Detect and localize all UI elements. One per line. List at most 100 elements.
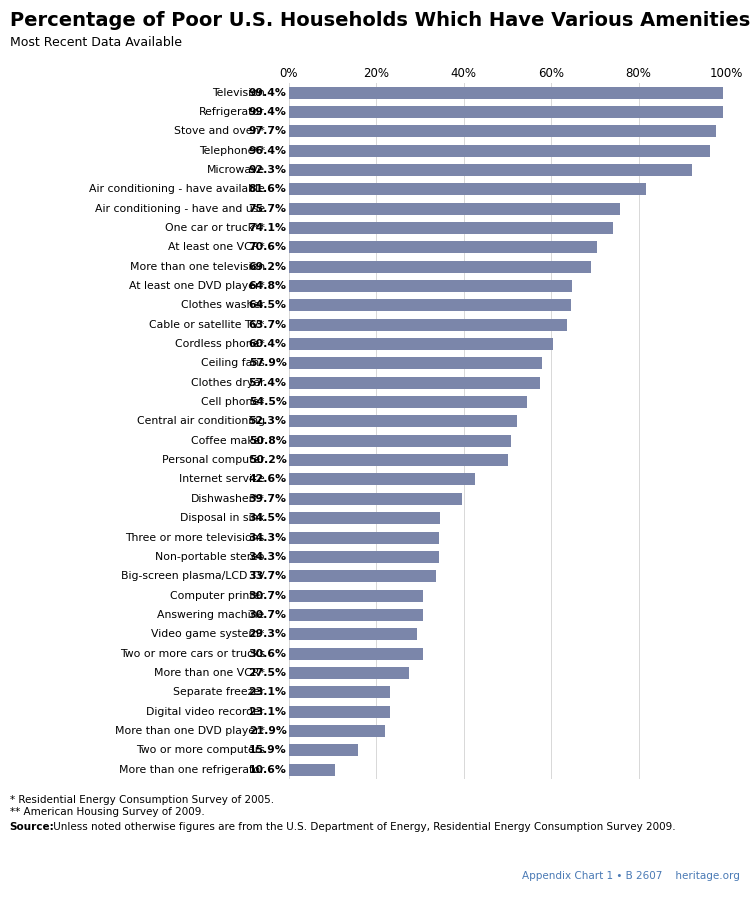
- Text: Source:: Source:: [10, 822, 55, 832]
- Text: 81.6%: 81.6%: [249, 185, 286, 195]
- Text: More than one DVD player*: More than one DVD player*: [115, 726, 265, 736]
- Text: Most Recent Data Available: Most Recent Data Available: [10, 36, 182, 49]
- Bar: [289, 609, 423, 621]
- Text: Television: Television: [212, 87, 265, 97]
- Bar: [289, 570, 436, 582]
- Text: 21.9%: 21.9%: [249, 726, 286, 736]
- Bar: [289, 222, 613, 234]
- Bar: [289, 299, 571, 312]
- Text: 57.9%: 57.9%: [249, 359, 286, 369]
- Text: 30.6%: 30.6%: [248, 649, 286, 659]
- Text: 60.4%: 60.4%: [248, 339, 286, 349]
- Text: Clothes dryer: Clothes dryer: [191, 378, 265, 387]
- Text: Central air conditioning: Central air conditioning: [136, 416, 265, 426]
- Text: More than one refrigerator: More than one refrigerator: [119, 765, 265, 775]
- Bar: [289, 415, 518, 427]
- Text: 52.3%: 52.3%: [248, 416, 286, 426]
- Text: 64.8%: 64.8%: [248, 281, 286, 291]
- Text: 34.3%: 34.3%: [248, 532, 286, 542]
- Text: Refrigerator: Refrigerator: [199, 107, 265, 117]
- Text: 30.7%: 30.7%: [248, 610, 286, 620]
- Text: 23.1%: 23.1%: [248, 706, 286, 716]
- Text: 50.8%: 50.8%: [249, 436, 286, 446]
- Text: 75.7%: 75.7%: [248, 204, 286, 214]
- Text: Computer printer: Computer printer: [170, 590, 265, 601]
- Text: 50.2%: 50.2%: [249, 455, 286, 465]
- Bar: [289, 435, 511, 447]
- Text: Internet service: Internet service: [179, 475, 265, 485]
- Text: 27.5%: 27.5%: [248, 668, 286, 678]
- Text: Coffee maker: Coffee maker: [191, 436, 265, 446]
- Bar: [289, 493, 462, 505]
- Text: 70.6%: 70.6%: [248, 242, 286, 252]
- Text: 34.5%: 34.5%: [248, 514, 286, 523]
- Text: Air conditioning - have available: Air conditioning - have available: [88, 185, 265, 195]
- Bar: [289, 589, 423, 602]
- Bar: [289, 551, 439, 563]
- Text: 64.5%: 64.5%: [248, 300, 286, 310]
- Text: 29.3%: 29.3%: [248, 629, 286, 640]
- Text: Ceiling fans: Ceiling fans: [201, 359, 265, 369]
- Text: Appendix Chart 1 • B 2607    heritage.org: Appendix Chart 1 • B 2607 heritage.org: [522, 871, 740, 881]
- Text: 15.9%: 15.9%: [249, 745, 286, 755]
- Bar: [289, 725, 385, 737]
- Bar: [289, 764, 335, 776]
- Bar: [289, 86, 724, 98]
- Text: Telephone**: Telephone**: [199, 146, 265, 156]
- Text: Answering machine: Answering machine: [158, 610, 265, 620]
- Text: Big-screen plasma/LCD TV: Big-screen plasma/LCD TV: [121, 571, 265, 581]
- Text: One car or truck**: One car or truck**: [165, 223, 265, 233]
- Text: Video game system*: Video game system*: [152, 629, 265, 640]
- Bar: [289, 474, 475, 486]
- Bar: [289, 280, 572, 292]
- Bar: [289, 687, 390, 698]
- Bar: [289, 532, 439, 543]
- Bar: [289, 454, 508, 466]
- Bar: [289, 203, 620, 214]
- Bar: [289, 377, 540, 388]
- Text: Digital video recorder: Digital video recorder: [146, 706, 265, 716]
- Text: 30.7%: 30.7%: [248, 590, 286, 601]
- Bar: [289, 512, 440, 524]
- Text: 96.4%: 96.4%: [248, 146, 286, 156]
- Bar: [289, 260, 591, 273]
- Text: Disposal in sink: Disposal in sink: [180, 514, 265, 523]
- Text: 99.4%: 99.4%: [249, 87, 286, 97]
- Bar: [289, 164, 692, 176]
- Bar: [289, 125, 716, 137]
- Text: Cell phone*: Cell phone*: [201, 397, 265, 407]
- Bar: [289, 358, 542, 369]
- Bar: [289, 338, 553, 350]
- Text: Cordless phone*: Cordless phone*: [175, 339, 265, 349]
- Text: 34.3%: 34.3%: [248, 552, 286, 562]
- Text: More than one television: More than one television: [130, 261, 265, 272]
- Text: 97.7%: 97.7%: [248, 126, 286, 136]
- Text: 63.7%: 63.7%: [248, 320, 286, 330]
- Text: Three or more televisions: Three or more televisions: [125, 532, 265, 542]
- Text: Personal computer: Personal computer: [162, 455, 265, 465]
- Text: More than one VCR*: More than one VCR*: [154, 668, 265, 678]
- Bar: [289, 667, 409, 679]
- Bar: [289, 106, 724, 118]
- Text: 99.4%: 99.4%: [249, 107, 286, 117]
- Bar: [289, 241, 598, 253]
- Text: ** American Housing Survey of 2009.: ** American Housing Survey of 2009.: [10, 807, 205, 817]
- Bar: [289, 319, 567, 331]
- Bar: [289, 705, 390, 718]
- Text: Clothes washer: Clothes washer: [181, 300, 265, 310]
- Bar: [289, 396, 527, 408]
- Text: 74.1%: 74.1%: [248, 223, 286, 233]
- Text: 10.6%: 10.6%: [249, 765, 286, 775]
- Text: At least one VCR*: At least one VCR*: [168, 242, 265, 252]
- Bar: [289, 628, 417, 641]
- Bar: [289, 183, 646, 196]
- Bar: [289, 744, 358, 756]
- Text: 42.6%: 42.6%: [248, 475, 286, 485]
- Text: Microwave: Microwave: [206, 165, 265, 175]
- Text: 33.7%: 33.7%: [248, 571, 286, 581]
- Text: Stove and oven*: Stove and oven*: [174, 126, 265, 136]
- Text: Two or more cars or trucks: Two or more cars or trucks: [119, 649, 265, 659]
- Text: 57.4%: 57.4%: [248, 378, 286, 387]
- Text: 54.5%: 54.5%: [249, 397, 286, 407]
- Text: Two or more computers: Two or more computers: [136, 745, 265, 755]
